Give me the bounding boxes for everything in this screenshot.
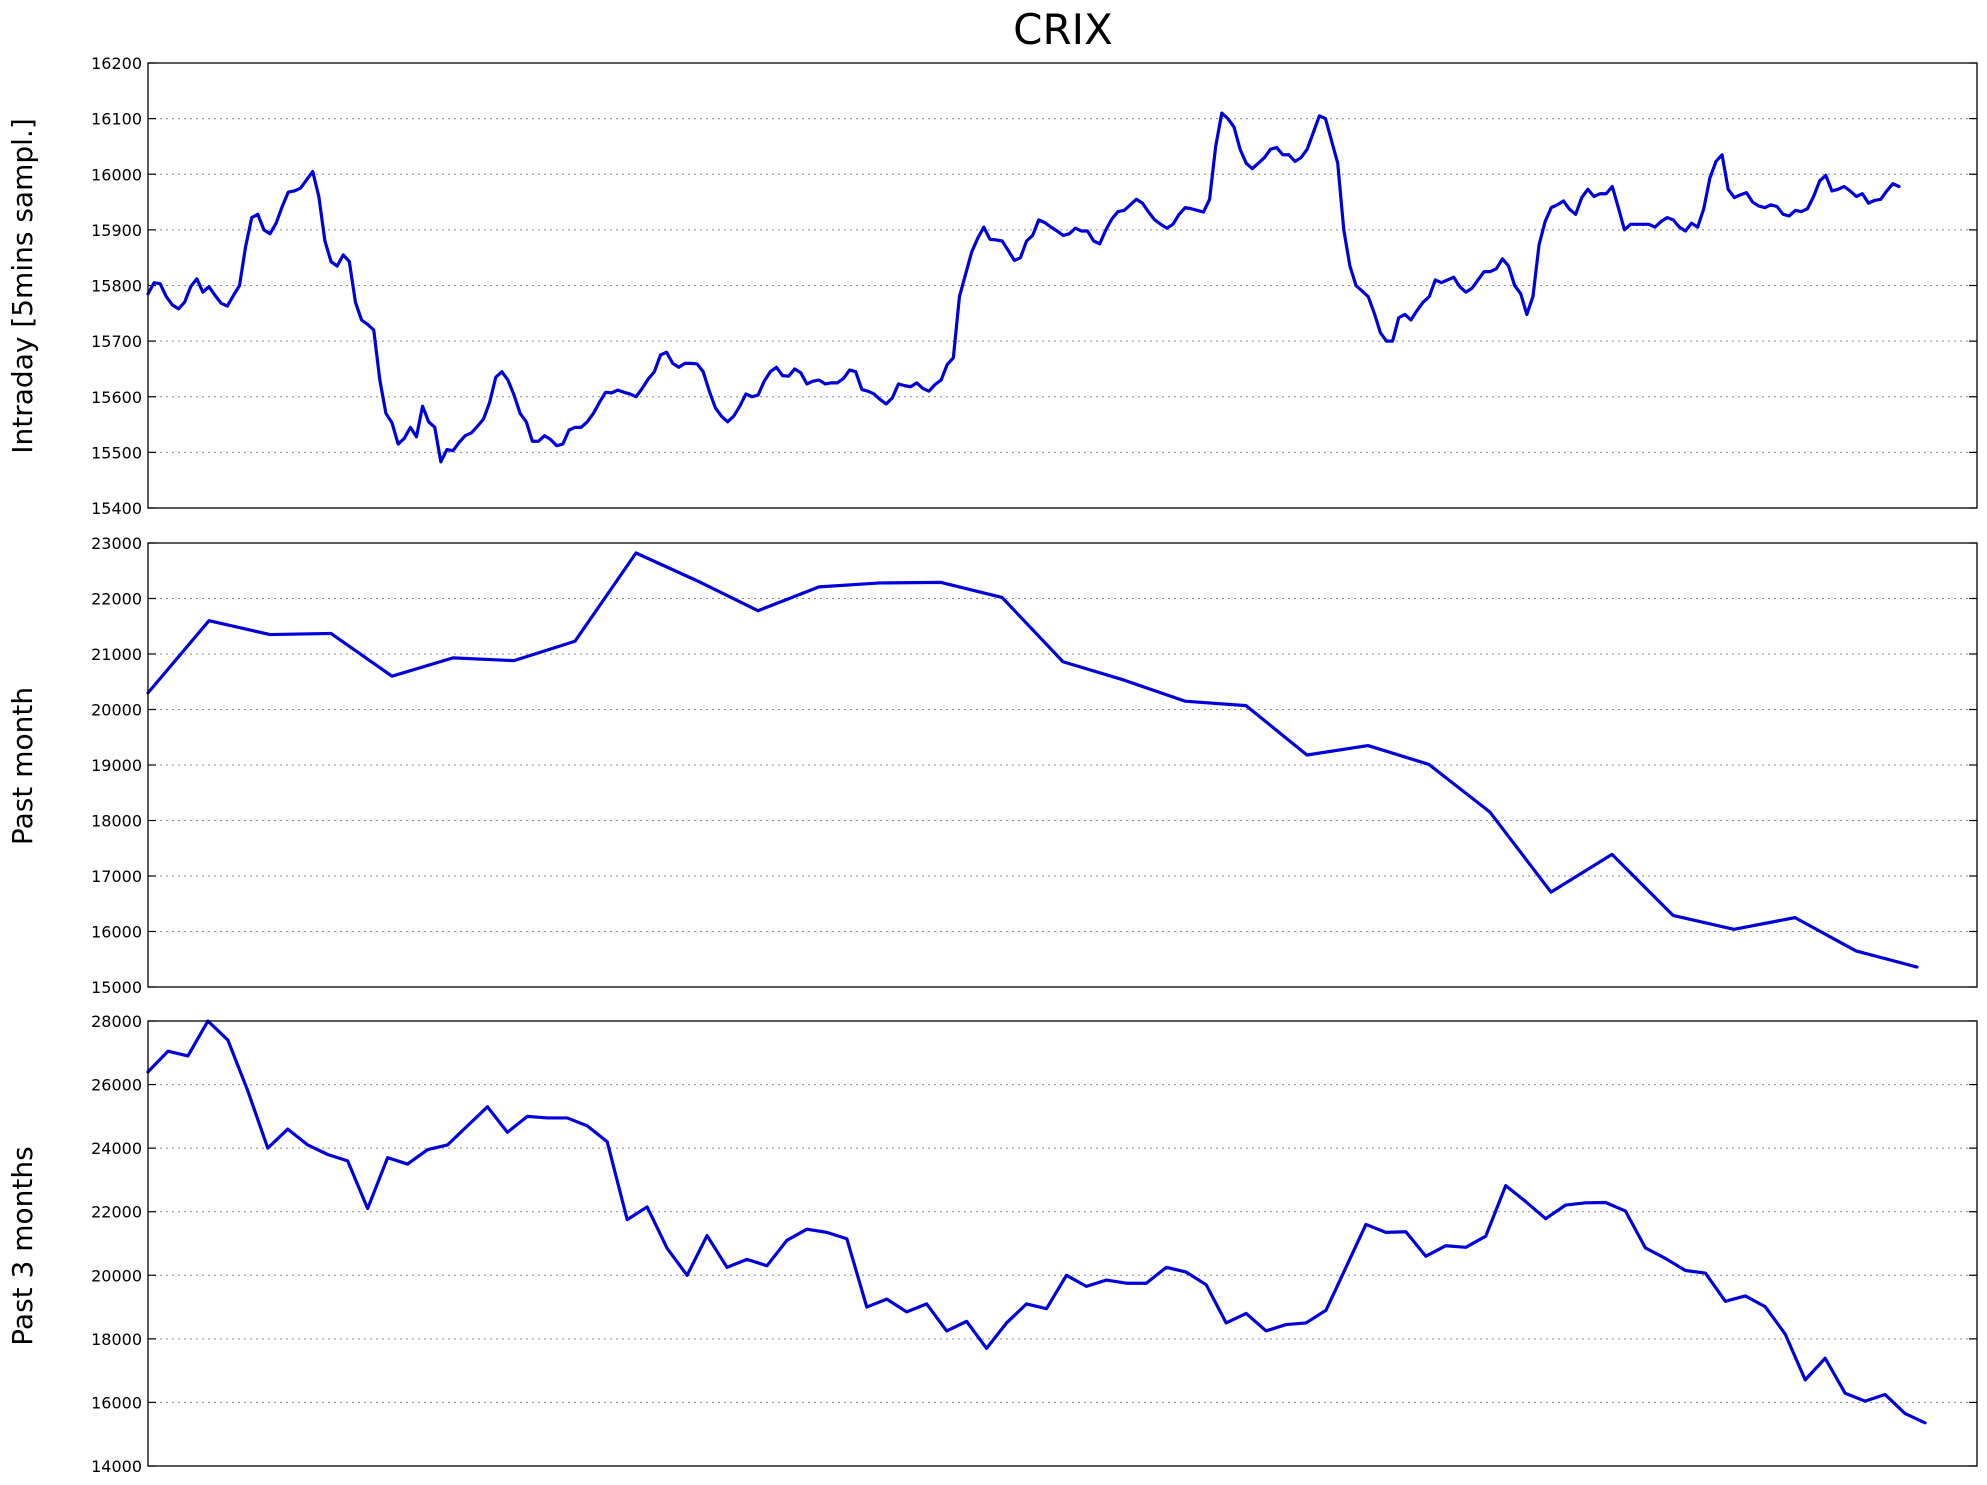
ytick-label-intraday: 15500 xyxy=(91,443,142,462)
ytick-label-intraday: 16200 xyxy=(91,54,142,73)
ytick-label-past-3-months: 22000 xyxy=(91,1203,142,1222)
ytick-label-past-3-months: 18000 xyxy=(91,1330,142,1349)
ytick-label-intraday: 15600 xyxy=(91,388,142,407)
ytick-label-past-month: 16000 xyxy=(91,923,142,942)
ytick-label-past-month: 20000 xyxy=(91,701,142,720)
figure-title: CRIX xyxy=(1013,5,1113,54)
plot-frame-intraday xyxy=(147,62,1978,509)
ytick-label-past-month: 17000 xyxy=(91,867,142,886)
ytick-label-past-month: 23000 xyxy=(91,534,142,553)
ytick-label-past-month: 22000 xyxy=(91,590,142,609)
ytick-label-intraday: 15800 xyxy=(91,277,142,296)
panel-past-3-months: Past 3 months 14000 16000 18000 20000 22000 2… xyxy=(6,1012,1978,1476)
plot-frame-past-month xyxy=(147,542,1978,988)
ytick-label-intraday: 16000 xyxy=(91,165,142,184)
ytick-label-past-3-months: 20000 xyxy=(91,1266,142,1285)
ytick-label-past-month: 15000 xyxy=(91,978,142,997)
ytick-label-past-3-months: 24000 xyxy=(91,1139,142,1158)
plot-frame-past-3-months xyxy=(147,1020,1978,1467)
ytick-label-past-3-months: 16000 xyxy=(91,1393,142,1412)
ytick-label-intraday: 15900 xyxy=(91,221,142,240)
ytick-label-intraday: 15700 xyxy=(91,332,142,351)
ytick-label-intraday: 15400 xyxy=(91,499,142,518)
ytick-label-past-3-months: 26000 xyxy=(91,1076,142,1095)
ytick-label-past-3-months: 28000 xyxy=(91,1012,142,1031)
series-line-intraday xyxy=(146,111,1901,464)
ylabel-past-month: Past month xyxy=(6,687,39,845)
ylabel-intraday: Intraday [5mins sampl.] xyxy=(6,118,39,453)
series-line-past-month xyxy=(146,551,1919,969)
series-line-past-3-months xyxy=(146,1019,1927,1425)
panel-past-month: Past month 15000 16000 17000 18000 19000 2000… xyxy=(6,534,1978,997)
ytick-label-past-month: 19000 xyxy=(91,756,142,775)
ytick-label-past-month: 21000 xyxy=(91,645,142,664)
panel-intraday: Intraday [5mins sampl.] 15400 15500 15600 1… xyxy=(6,54,1978,518)
ytick-label-past-3-months: 14000 xyxy=(91,1457,142,1476)
ytick-label-past-month: 18000 xyxy=(91,812,142,831)
ytick-label-intraday: 16100 xyxy=(91,110,142,129)
ylabel-past-3-months: Past 3 months xyxy=(6,1146,39,1345)
